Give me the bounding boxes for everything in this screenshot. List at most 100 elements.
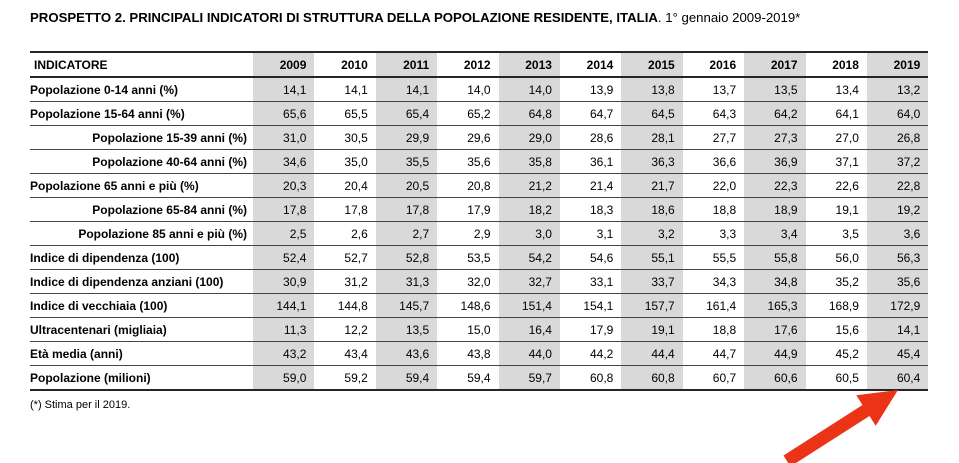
value-cell: 22,6 (805, 173, 867, 198)
value-cell: 13,4 (805, 76, 867, 102)
column-header-year: 2018 (805, 52, 867, 78)
value-cell: 59,4 (375, 365, 438, 390)
value-cell: 64,1 (805, 101, 867, 126)
column-header-year: 2013 (498, 52, 560, 78)
table-title: PROSPETTO 2. PRINCIPALI INDICATORI DI ST… (30, 10, 800, 26)
value-cell: 148,6 (437, 293, 499, 318)
value-cell: 64,8 (498, 101, 560, 126)
row-label: Popolazione 15-39 anni (%) (30, 125, 253, 150)
value-cell: 59,4 (437, 365, 499, 390)
value-cell: 22,8 (866, 173, 929, 198)
value-cell: 28,6 (559, 125, 622, 150)
value-cell: 22,3 (744, 173, 806, 198)
value-cell: 31,0 (253, 125, 315, 150)
value-cell: 19,1 (621, 317, 683, 342)
value-cell: 31,3 (375, 269, 438, 294)
value-cell: 60,6 (744, 365, 806, 390)
table-header-row: INDICATORE 2009 2010 2011 2012 2013 2014 2015 2… (30, 52, 929, 78)
value-cell: 55,5 (682, 245, 745, 270)
value-cell: 26,8 (866, 125, 929, 150)
value-cell: 43,4 (314, 341, 376, 366)
value-cell: 44,9 (744, 341, 806, 366)
value-cell: 172,9 (866, 293, 929, 318)
row-label: Popolazione 65-84 anni (%) (30, 197, 253, 222)
value-cell: 32,0 (437, 269, 499, 294)
value-cell: 3,1 (559, 221, 622, 246)
value-cell: 37,2 (866, 149, 929, 174)
value-cell: 3,3 (682, 221, 745, 246)
value-cell: 12,2 (314, 317, 376, 342)
value-cell: 52,7 (314, 245, 376, 270)
value-cell: 17,8 (375, 197, 438, 222)
table-row: Popolazione 65-84 anni (%) 17,8 17,8 17,8 17… (30, 197, 929, 222)
value-cell: 65,2 (437, 101, 499, 126)
value-cell: 28,1 (621, 125, 683, 150)
value-cell: 37,1 (805, 149, 867, 174)
value-cell: 33,7 (621, 269, 683, 294)
column-header-indicatore: INDICATORE (30, 52, 253, 78)
value-cell: 44,4 (621, 341, 683, 366)
value-cell: 18,8 (682, 197, 745, 222)
value-cell: 13,8 (621, 76, 683, 102)
value-cell: 30,5 (314, 125, 376, 150)
value-cell: 60,8 (559, 365, 622, 390)
value-cell: 45,4 (866, 341, 929, 366)
value-cell: 64,0 (866, 101, 929, 126)
table-row: Popolazione 40-64 anni (%) 34,6 35,0 35,5 35… (30, 149, 929, 174)
value-cell: 44,2 (559, 341, 622, 366)
value-cell: 65,6 (253, 101, 315, 126)
indicators-table: INDICATORE 2009 2010 2011 2012 2013 2014 2015 2… (30, 51, 929, 391)
value-cell: 56,3 (866, 245, 929, 270)
value-cell: 18,2 (498, 197, 560, 222)
row-label: Popolazione (milioni) (30, 365, 253, 390)
value-cell: 64,5 (621, 101, 683, 126)
value-cell: 14,1 (314, 76, 376, 102)
row-label: Indice di dipendenza anziani (100) (30, 269, 253, 294)
value-cell: 20,8 (437, 173, 499, 198)
value-cell: 35,2 (805, 269, 867, 294)
table-body: Popolazione 0-14 anni (%) 14,1 14,1 14,1 14,… (30, 76, 929, 390)
row-label: Età media (anni) (30, 341, 253, 366)
column-header-year: 2011 (375, 52, 438, 78)
table-title-main: PROSPETTO 2. PRINCIPALI INDICATORI DI ST… (30, 10, 658, 25)
value-cell: 35,8 (498, 149, 560, 174)
value-cell: 18,6 (621, 197, 683, 222)
value-cell: 144,1 (253, 293, 315, 318)
value-cell: 59,2 (314, 365, 376, 390)
table-row: Indice di dipendenza (100) 52,4 52,7 52,8 53… (30, 245, 929, 270)
table-row: Popolazione 65 anni e più (%) 20,3 20,4 20,… (30, 173, 929, 198)
value-cell: 20,3 (253, 173, 315, 198)
row-label: Popolazione 40-64 anni (%) (30, 149, 253, 174)
value-cell: 14,0 (498, 76, 560, 102)
value-cell: 64,2 (744, 101, 806, 126)
value-cell: 33,1 (559, 269, 622, 294)
table-row: Popolazione 0-14 anni (%) 14,1 14,1 14,1 14,… (30, 76, 929, 102)
value-cell: 2,7 (375, 221, 438, 246)
value-cell: 17,6 (744, 317, 806, 342)
value-cell: 14,1 (253, 76, 315, 102)
value-cell: 35,5 (375, 149, 438, 174)
value-cell: 29,6 (437, 125, 499, 150)
value-cell: 34,3 (682, 269, 745, 294)
value-cell: 13,7 (682, 76, 745, 102)
table-row: Popolazione 15-64 anni (%) 65,6 65,5 65,4 65… (30, 101, 929, 126)
value-cell: 3,5 (805, 221, 867, 246)
value-cell: 36,3 (621, 149, 683, 174)
value-cell: 19,2 (866, 197, 929, 222)
table-row: Popolazione 15-39 anni (%) 31,0 30,5 29,9 29… (30, 125, 929, 150)
value-cell: 60,8 (621, 365, 683, 390)
value-cell: 3,4 (744, 221, 806, 246)
value-cell: 35,0 (314, 149, 376, 174)
column-header-year: 2014 (559, 52, 622, 78)
value-cell: 44,7 (682, 341, 745, 366)
value-cell: 27,0 (805, 125, 867, 150)
value-cell: 43,2 (253, 341, 315, 366)
column-header-year: 2009 (253, 52, 315, 78)
value-cell: 13,5 (375, 317, 438, 342)
value-cell: 64,3 (682, 101, 745, 126)
table-row: Indice di dipendenza anziani (100) 30,9 31… (30, 269, 929, 294)
value-cell: 3,2 (621, 221, 683, 246)
value-cell: 53,5 (437, 245, 499, 270)
value-cell: 32,7 (498, 269, 560, 294)
row-label: Indice di vecchiaia (100) (30, 293, 253, 318)
